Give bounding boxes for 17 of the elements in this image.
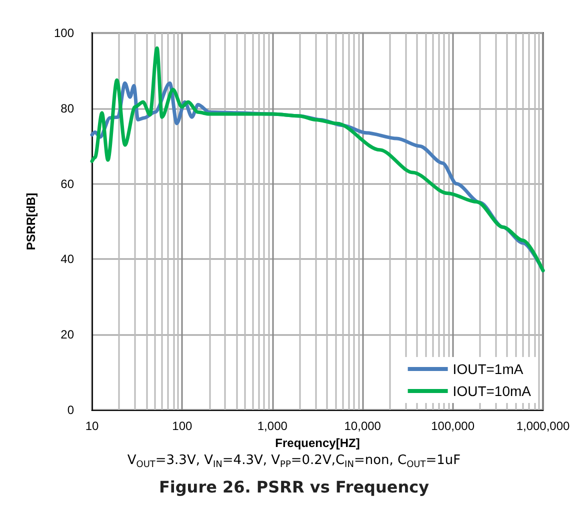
y-axis-title: PSRR[dB] <box>24 192 38 250</box>
legend-label: IOUT=1mA <box>452 361 524 377</box>
y-tick-label: 100 <box>54 26 74 40</box>
x-tick-label: 1,000 <box>257 419 288 433</box>
x-tick-label: 100 <box>172 419 193 433</box>
text: Figure 26. PSRR vs Frequency <box>158 478 430 496</box>
y-tick-label: 80 <box>60 101 74 116</box>
x-tick-label: 10 <box>85 419 99 433</box>
y-tick-label: 40 <box>60 252 74 266</box>
x-axis-title: Frequency[HZ] <box>275 436 360 450</box>
legend-label: IOUT=10mA <box>452 383 532 399</box>
y-tick-label: 60 <box>60 176 74 191</box>
x-tick-label: 100,000 <box>431 419 475 433</box>
y-tick-label: 20 <box>60 328 74 342</box>
x-tick-label: 10,000 <box>344 419 382 433</box>
x-tick-label: 1,000,000 <box>516 419 570 433</box>
y-tick-label: 0 <box>67 403 74 417</box>
